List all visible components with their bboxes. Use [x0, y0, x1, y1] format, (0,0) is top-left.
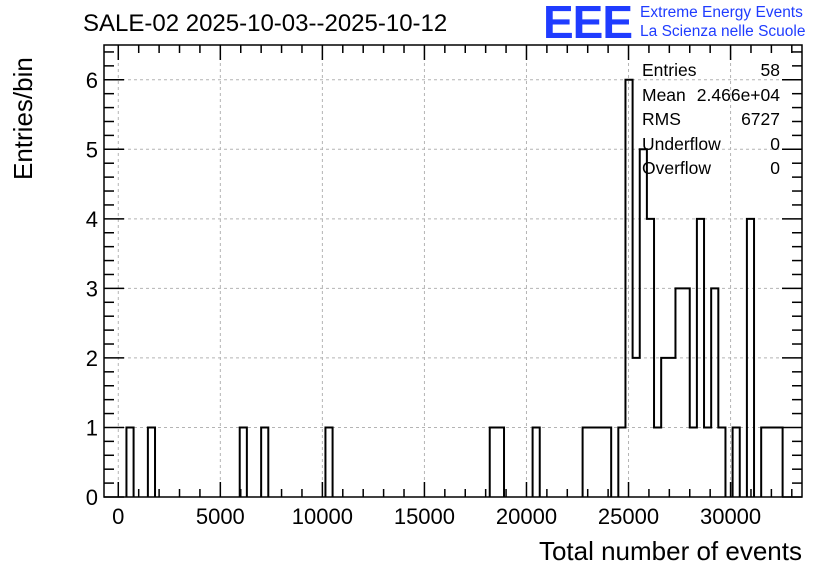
x-tick-label: 25000: [598, 504, 659, 529]
histogram-bin: [768, 427, 775, 497]
stat-row-overflow: Overflow 0: [642, 158, 780, 183]
histogram-bin: [490, 427, 497, 497]
y-tick-label: 3: [86, 276, 98, 301]
histogram-bin: [148, 427, 155, 497]
histogram-bin: [583, 427, 590, 497]
histogram-bin: [683, 288, 690, 497]
histogram-bin: [654, 427, 661, 497]
eee-logo: EEE Extreme Energy Events La Scienza nel…: [543, 0, 806, 48]
histogram-bin: [675, 288, 682, 497]
histogram-bin: [690, 427, 697, 497]
histogram-bin: [761, 427, 768, 497]
y-tick-label: 1: [86, 415, 98, 440]
x-tick-label: 0: [112, 504, 124, 529]
histogram-bin: [711, 288, 718, 497]
tick-labels: 0 5000 10000 15000 20000 25000 30000 0 1 2 3 4 5 6: [86, 68, 761, 529]
y-axis-label: Entries/bin: [8, 57, 38, 180]
plot-frame: [103, 44, 803, 498]
stat-name: Overflow: [642, 158, 712, 178]
histogram-bin: [775, 427, 782, 497]
histogram-bin: [325, 427, 332, 497]
histogram-bin: [497, 427, 504, 497]
histogram-bin: [618, 427, 625, 497]
chart-title: SALE-02 2025-10-03--2025-10-12: [83, 10, 448, 37]
x-tick-label: 10000: [292, 504, 353, 529]
logo-line-2: La Scienza nelle Scuole: [640, 23, 806, 40]
x-axis-label: Total number of events: [538, 536, 802, 566]
eee-logo-text: Extreme Energy Events La Scienza nelle S…: [640, 3, 805, 41]
histogram-bin: [590, 427, 597, 497]
y-tick-label: 0: [86, 485, 98, 510]
x-tick-label: 20000: [496, 504, 557, 529]
histogram-bin: [604, 427, 611, 497]
grid-lines: [104, 45, 802, 497]
stat-name: RMS: [642, 109, 681, 129]
x-tick-label: 30000: [700, 504, 761, 529]
stat-value: 58: [760, 60, 780, 80]
x-tick-label: 5000: [196, 504, 245, 529]
stat-value: 2.466e+04: [696, 84, 780, 105]
stat-row-entries: Entries 58: [642, 60, 780, 85]
stat-value: 6727: [741, 109, 780, 129]
stat-row-rms: RMS 6727: [642, 109, 780, 134]
axis-ticks: [104, 45, 802, 498]
histogram-bin: [733, 427, 740, 497]
histogram-bin: [704, 427, 711, 497]
eee-logo-mark: EEE: [543, 0, 633, 48]
histogram-bin: [718, 427, 725, 497]
histogram-bin: [126, 427, 133, 497]
stat-row-underflow: Underflow 0: [642, 134, 780, 159]
y-tick-label: 2: [86, 346, 98, 371]
stat-value: 0: [770, 133, 780, 154]
histogram-bin: [261, 427, 268, 497]
y-tick-label: 4: [86, 207, 98, 232]
histogram-bin: [240, 427, 247, 497]
histogram-outline: [125, 78, 784, 497]
stat-value: 0: [770, 158, 780, 178]
stat-name: Entries: [642, 60, 697, 80]
y-tick-label: 5: [86, 137, 98, 162]
histogram-bin: [533, 427, 540, 497]
y-tick-label: 6: [86, 68, 98, 93]
stat-name: Mean: [642, 84, 686, 105]
histogram-bin: [640, 149, 647, 497]
stats-box: Entries 58 Mean 2.466e+04 RMS 6727 Under…: [642, 60, 780, 183]
histogram-bin: [597, 427, 604, 497]
x-tick-label: 15000: [394, 504, 455, 529]
stat-row-mean: Mean 2.466e+04: [642, 85, 780, 110]
logo-line-1: Extreme Energy Events: [640, 4, 803, 21]
stat-name: Underflow: [642, 133, 721, 154]
